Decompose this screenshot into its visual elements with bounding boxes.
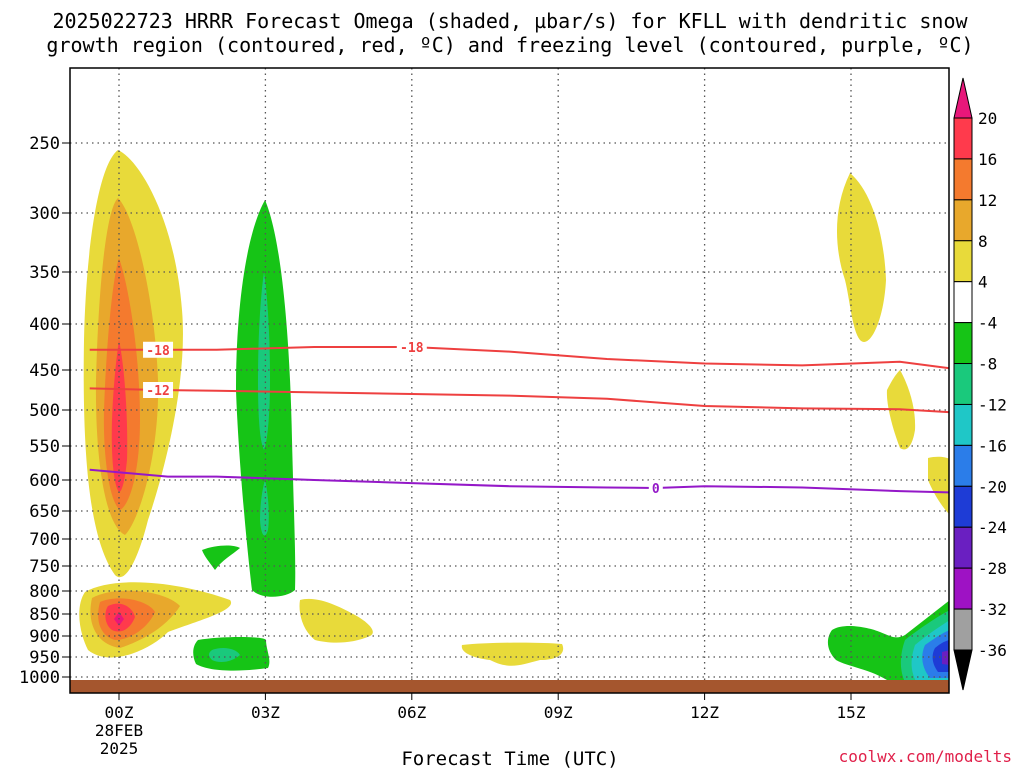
omega-region-4-15z — [836, 173, 886, 342]
x-tick-label: 12Z — [690, 703, 719, 722]
colorbar-swatch — [953, 199, 973, 242]
y-tick-label: 500 — [29, 401, 60, 421]
contour-dendritic-snow-lower — [89, 387, 949, 414]
colorbar-swatch — [953, 567, 973, 610]
y-tick-label: 400 — [29, 315, 60, 335]
plot-frame — [69, 67, 950, 694]
chart-title-line2: growth region (contoured, red, ºC) and f… — [46, 33, 973, 57]
contour-dendritic-snow-upper — [89, 346, 949, 370]
colorbar-swatch — [953, 240, 973, 283]
colorbar-label: -4 — [978, 314, 997, 333]
omega-region-neg8b — [260, 480, 269, 536]
colorbar-label: 20 — [978, 109, 997, 128]
y-tick-label: 850 — [29, 605, 60, 625]
ground-strip — [70, 680, 949, 693]
x-tick-label: 00Z — [105, 703, 134, 722]
colorbar-swatch — [953, 281, 973, 324]
grid — [70, 68, 949, 680]
colorbar-label: -8 — [978, 355, 997, 374]
colorbar-label: -36 — [978, 641, 1007, 660]
colorbar-swatch-bottom — [953, 649, 973, 691]
y-tick-label: 900 — [29, 627, 60, 647]
credit-text: coolwx.com/modelts — [839, 747, 1012, 766]
contour-freezing-level — [89, 468, 949, 494]
temperature-contours: -18 -18 -12 0 — [89, 339, 949, 497]
y-tick-label: 250 — [29, 134, 60, 154]
colorbar-swatch-top — [953, 77, 973, 119]
omega-region-4-17z — [928, 456, 949, 514]
colorbar-label: -24 — [978, 518, 1007, 537]
y-tick-label: 650 — [29, 502, 60, 522]
colorbar-swatch — [953, 526, 973, 569]
y-axis: 2503003504004505005506006507007508008509… — [19, 134, 70, 688]
contour-label-bg — [396, 339, 427, 355]
contour-label-bg — [143, 382, 174, 398]
colorbar-label: 4 — [978, 273, 988, 292]
omega-region-neg8 — [258, 272, 270, 450]
colorbar-swatch — [953, 403, 973, 446]
y-tick-label: 450 — [29, 361, 60, 381]
contour-label: -18 — [146, 344, 170, 359]
colorbar-swatch — [953, 608, 973, 651]
colorbar-swatch — [953, 322, 973, 365]
omega-region-neg8-950 — [209, 647, 240, 663]
colorbar-swatch — [953, 158, 973, 201]
omega-region-neg4-small — [202, 545, 240, 570]
colorbar-swatch — [953, 363, 973, 405]
y-tick-label: 350 — [29, 263, 60, 283]
y-tick-label: 300 — [29, 204, 60, 224]
colorbar-label: 12 — [978, 191, 997, 210]
x-tick-date: 28FEB — [95, 721, 143, 740]
colorbar-swatch — [953, 117, 973, 160]
colorbar-label: -32 — [978, 600, 1007, 619]
x-tick-label: 15Z — [837, 703, 866, 722]
colorbar-label: -12 — [978, 395, 1007, 414]
contour-label: 0 — [652, 482, 660, 497]
colorbar: 20 16 12 8 4 -4 -8 -12 -16 -20 -24 -28 -32 -36 — [953, 77, 1007, 691]
plot-background — [70, 68, 949, 693]
colorbar-label: -20 — [978, 477, 1007, 496]
colorbar-swatch — [953, 485, 973, 528]
contour-label-bg — [648, 480, 663, 497]
y-tick-label: 600 — [29, 471, 60, 491]
y-tick-label: 950 — [29, 648, 60, 668]
contour-label-bg — [143, 341, 174, 358]
colorbar-swatch — [953, 444, 973, 487]
y-tick-label: 550 — [29, 437, 60, 457]
omega-region-4-08z — [461, 642, 564, 666]
contour-label: -12 — [146, 384, 169, 399]
colorbar-label: -16 — [978, 436, 1007, 455]
y-tick-label: 800 — [29, 582, 60, 602]
y-tick-label: 700 — [29, 530, 60, 550]
omega-region-4-04z — [299, 598, 373, 643]
colorbar-label: 16 — [978, 150, 997, 169]
x-tick-year: 2025 — [100, 739, 139, 758]
colorbar-label: -28 — [978, 559, 1007, 578]
x-axis-label: Forecast Time (UTC) — [401, 748, 618, 768]
x-tick-label: 06Z — [397, 703, 426, 722]
colorbar-label: 8 — [978, 232, 988, 251]
contour-label: -18 — [400, 341, 424, 356]
y-tick-label: 750 — [29, 557, 60, 577]
x-tick-label: 09Z — [544, 703, 573, 722]
y-tick-label: 1000 — [19, 668, 60, 688]
x-tick-label: 03Z — [251, 703, 280, 722]
chart-title-line1: 2025022723 HRRR Forecast Omega (shaded, … — [52, 9, 968, 33]
